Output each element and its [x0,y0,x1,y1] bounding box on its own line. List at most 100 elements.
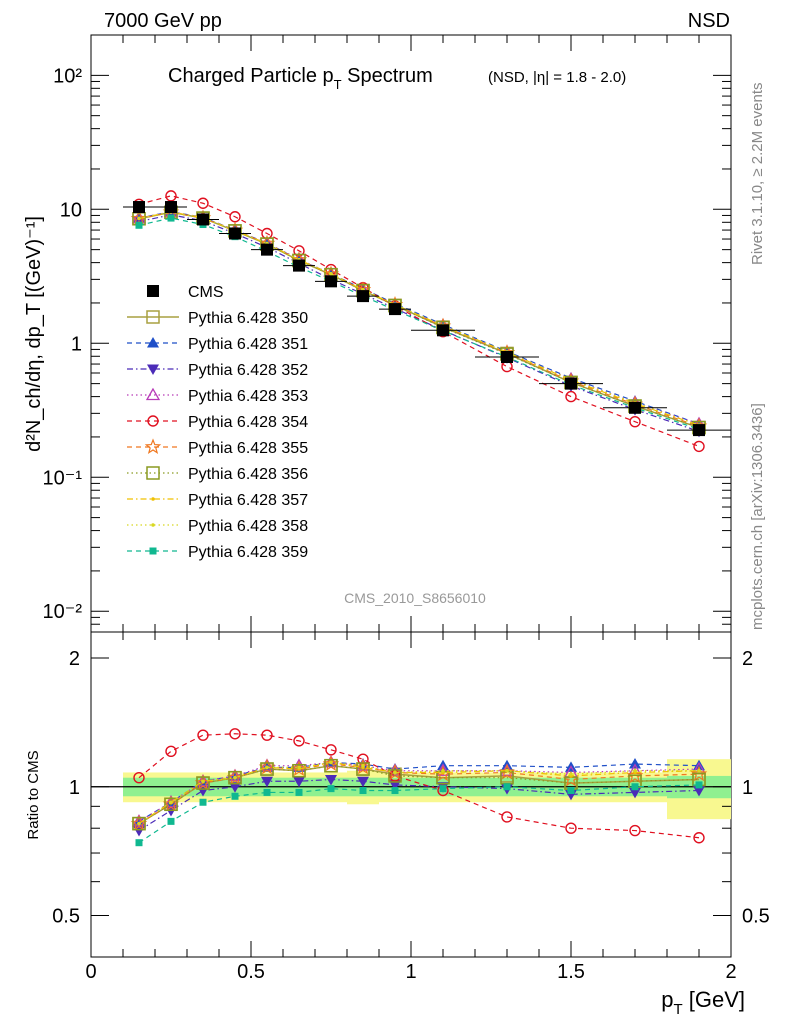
ratio-line-p358 [138,761,699,825]
ratio-point-p355 [258,758,276,775]
series-ratio-p358 [137,760,701,826]
ratio-point-p354 [197,729,209,741]
axes-ticks: 0 0.5 1 1.5 2 10⁻² 10⁻¹ 1 10 10² 0.5 0.5 1 1 2 2 [43,34,770,983]
ratio-line-p353 [138,761,700,822]
legend-marker-p355 [144,438,162,455]
data-point-cms [693,424,705,437]
legend-label-p350: Pythia 6.428 350 [188,310,308,327]
ratio-point-p356 [164,797,178,812]
ratio-point-p355 [290,760,308,777]
data-point-cms [293,259,305,272]
ratio-point-p359 [327,785,335,793]
energy-label: 7000 GeV pp [104,10,222,32]
ratio-point-p352 [629,787,641,799]
ratio-y-axis-label: Ratio to CMS [25,750,42,839]
ratio-point-p359 [231,792,239,800]
data-point-cms [197,213,209,226]
y-tick-label-ratio-right: 2 [742,648,753,670]
x-tick-label: 0.5 [237,961,265,983]
data-point-p354 [693,440,705,453]
legend-entry-p356: Pythia 6.428 356 [127,466,308,483]
legend-entry-p354: Pythia 6.428 354 [127,414,308,431]
ratio-point-p352 [357,776,369,788]
ratio-point-p358 [265,765,269,770]
ratio-point-p358 [137,821,141,826]
x-axis-label: pT [GeV] [661,987,745,1018]
x-tick-label: 2 [725,961,736,983]
ratio-point-p356 [228,770,242,785]
ratio-point-p355 [226,769,244,785]
ratio-point-p355 [690,765,708,782]
legend-entry-p350: Pythia 6.428 350 [127,310,308,327]
ratio-line-p351 [138,761,700,822]
legend-marker-p358 [151,523,155,527]
ratio-point-p352 [293,776,305,788]
ratio-point-p353 [435,763,451,776]
series-ratio-p359 [135,781,703,847]
ratio-point-p354 [133,771,145,784]
data-point-p358 [329,272,333,276]
legend-marker-p359 [149,547,157,555]
ratio-point-p356 [388,769,402,783]
ratio-point-p359 [167,817,175,825]
y-tick-label-main: 1 [71,333,82,355]
main-series-group [123,190,731,453]
ratio-point-p359 [359,787,367,795]
legend-label-p354: Pythia 6.428 354 [188,414,308,431]
data-point-p354 [629,415,641,428]
mcplots-credit-label: mcplots.cern.ch [arXiv:1306.3436] [749,403,766,630]
legend-marker-p354 [147,415,159,427]
ratio-point-p353 [131,814,147,827]
legend-entry-p352: Pythia 6.428 352 [127,362,308,379]
ratio-point-p355 [322,755,340,772]
ratio-point-p358 [633,768,637,773]
legend-label-p358: Pythia 6.428 358 [188,518,308,535]
legend-entry-cms: CMS [147,284,224,301]
ratio-point-p359 [567,787,575,795]
legend-entry-p351: Pythia 6.428 351 [127,336,308,353]
ratio-point-p352 [261,776,273,788]
ratio-point-p358 [361,763,365,768]
ratio-point-p355 [130,814,148,831]
legend-marker-p357 [151,497,155,501]
legend-marker-p352 [147,364,159,375]
data-point-cms [501,351,513,364]
ratio-point-p354 [629,824,641,837]
ratio-point-p356 [196,776,210,790]
ratio-point-p358 [297,765,301,770]
legend-label-p353: Pythia 6.428 353 [188,388,308,405]
main-plot-frame [90,34,732,633]
ratio-point-p356 [132,816,146,831]
data-point-cms [437,324,449,337]
y-tick-label-ratio-right: 0.5 [742,906,770,928]
legend-marker-p350 [146,310,160,324]
data-point-p354 [565,390,577,403]
plot-title: Charged Particle pT Spectrum [168,65,433,92]
ratio-point-p352 [325,774,337,786]
ratio-point-p354 [229,728,241,740]
analysis-id-watermark: CMS_2010_S8656010 [344,590,486,606]
ratio-point-p352 [229,782,241,793]
ratio-point-p354 [165,745,177,758]
ratio-point-p355 [626,767,644,783]
ratio-point-p358 [441,768,445,773]
ratio-point-p358 [169,800,173,805]
legend-marker-p351 [147,337,159,348]
ratio-point-p356 [324,758,338,773]
legend-marker-p356 [146,466,160,480]
y-tick-label-main: 10² [53,65,82,87]
data-point-cms [165,201,177,214]
ratio-point-p351 [629,758,641,769]
legend-label-p352: Pythia 6.428 352 [188,362,308,379]
ratio-point-p354 [693,832,705,844]
data-point-cms [629,401,641,414]
ratio-point-p352 [389,780,401,791]
data-point-p359 [167,214,175,222]
ratio-point-p359 [631,783,639,791]
data-point-p354 [165,190,177,202]
ratio-point-p358 [569,772,573,776]
ratio-point-p358 [329,760,333,765]
x-tick-label: 1 [405,961,416,983]
ratio-point-p351 [133,815,145,826]
series-line-p354 [138,195,700,447]
